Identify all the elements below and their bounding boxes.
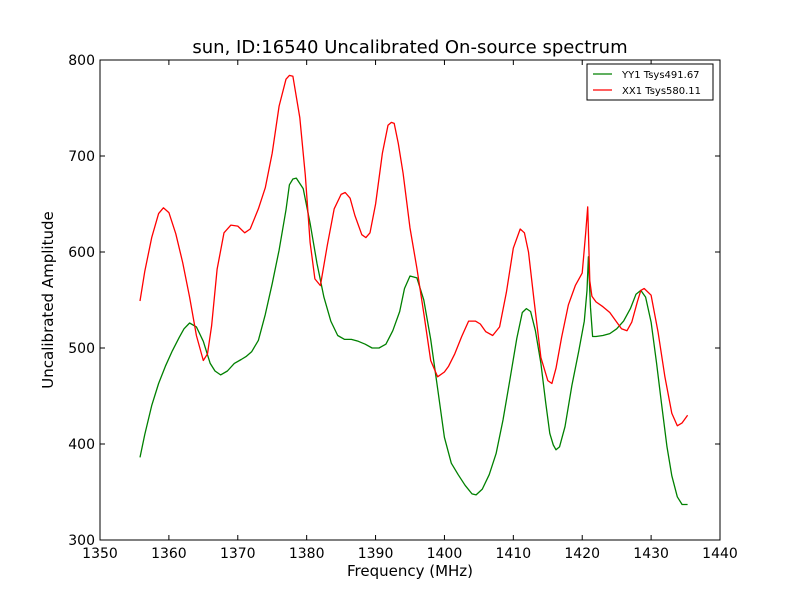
- legend: YY1 Tsys491.67 XX1 Tsys580.11: [586, 63, 714, 101]
- x-tick-label: 1390: [358, 546, 394, 562]
- chart-title: sun, ID:16540 Uncalibrated On-source spe…: [192, 37, 627, 58]
- series-line-xx1: [139, 74, 689, 427]
- y-tick-label: 500: [68, 341, 95, 357]
- plot-area: [139, 74, 689, 506]
- y-tick-label: 700: [68, 149, 95, 165]
- y-tick-label: 300: [68, 533, 95, 549]
- x-tick-label: 1430: [633, 546, 669, 562]
- y-tick-label: 600: [68, 245, 95, 261]
- x-axis-label: Frequency (MHz): [347, 562, 473, 580]
- x-tick-label: 1350: [82, 546, 118, 562]
- plot-frame: [99, 59, 721, 541]
- x-tick-label: 1380: [289, 546, 325, 562]
- legend-frame: [586, 63, 714, 101]
- x-axis: 1350 1360 1370 1380 1390 1400 1410 1420 1430 1440: [82, 60, 738, 562]
- x-tick-label: 1370: [220, 546, 256, 562]
- legend-label-xx1: XX1 Tsys580.11: [622, 86, 701, 97]
- legend-label-yy1: YY1 Tsys491.67: [621, 70, 700, 81]
- x-tick-label: 1400: [427, 546, 463, 562]
- y-axis-label: Uncalibrated Amplitude: [39, 211, 57, 388]
- x-tick-label: 1410: [496, 546, 532, 562]
- x-tick-label: 1420: [564, 546, 600, 562]
- x-tick-label: 1440: [702, 546, 738, 562]
- y-axis: 300 400 500 600 700 800: [68, 53, 720, 549]
- y-tick-label: 800: [68, 53, 95, 69]
- y-tick-label: 400: [68, 437, 95, 453]
- series-line-yy1: [139, 177, 688, 506]
- x-tick-label: 1360: [151, 546, 187, 562]
